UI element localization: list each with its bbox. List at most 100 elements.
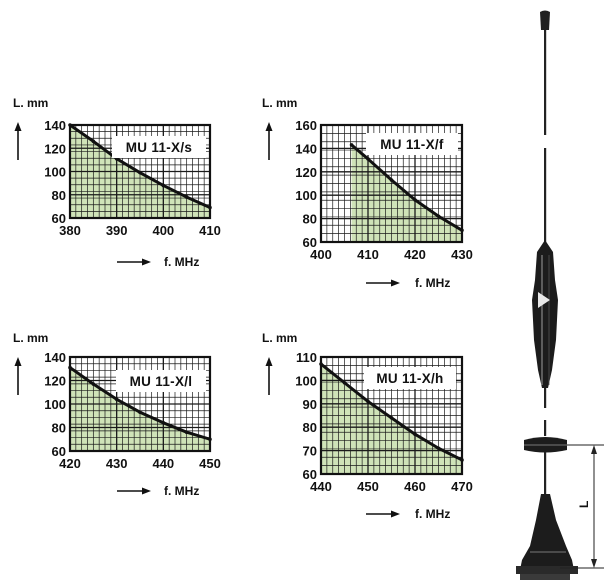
x-tick-label: 400: [152, 223, 174, 238]
data-point: [138, 410, 142, 415]
data-point: [342, 380, 347, 385]
data-point: [389, 416, 394, 420]
y-tick-label: 100: [44, 165, 66, 180]
data-point: [460, 228, 464, 233]
y-tick-label: 70: [303, 444, 317, 459]
y-tick-label: 60: [52, 211, 66, 226]
chart-mu11-xl: L. mm MU 11-X/l f. MHz 60 80 100 120 140 420 4…: [13, 331, 221, 498]
chart-title-box: [116, 370, 206, 392]
data-point: [68, 365, 72, 370]
y-axis-arrow-icon: [14, 122, 22, 160]
plot-frame: [68, 355, 212, 453]
y-axis-label: L. mm: [262, 96, 297, 110]
data-point: [138, 170, 142, 175]
x-axis-label: f. MHz: [415, 507, 450, 521]
x-axis-label: f. MHz: [415, 276, 450, 290]
x-axis-arrow-icon: [117, 487, 151, 495]
y-tick-label: 120: [44, 141, 66, 156]
y-axis-label: L. mm: [13, 331, 48, 345]
data-point: [349, 143, 354, 147]
data-point: [161, 421, 166, 425]
data-point: [68, 123, 72, 127]
data-point: [91, 382, 96, 386]
y-tick-label: 100: [295, 373, 317, 388]
plot-frame: [68, 123, 212, 220]
chart-mu11-xs: L. mm MU 11-X/s f. MHz 60 80 100 120 140 380 3…: [13, 96, 221, 269]
x-axis-arrow-icon: [366, 510, 400, 518]
chart-title: MU 11-X/l: [130, 374, 193, 389]
y-tick-label: 120: [44, 374, 66, 389]
x-tick-label: 390: [106, 223, 128, 238]
data-point: [366, 399, 370, 404]
whip-antenna-icon: L: [516, 10, 604, 580]
chart-mu11-xh: L. mm MU 11-X/h f. MHz 60 70 80 90 100 110 440…: [262, 331, 473, 521]
y-tick-label: 140: [44, 118, 66, 133]
y-tick-label: 90: [303, 397, 317, 412]
y-tick-label: 60: [303, 467, 317, 482]
series-line: [350, 143, 463, 232]
y-axis-arrow-icon: [14, 357, 22, 395]
x-tick-label: 460: [404, 479, 426, 494]
x-tick-label: 410: [357, 247, 379, 262]
charts-canvas: L. mm MU 11-X/s f. MHz 60 80 100 120 140 380 3…: [13, 96, 473, 521]
y-tick-label: 80: [52, 421, 66, 436]
x-tick-label: 430: [106, 456, 128, 471]
data-point: [208, 437, 212, 442]
chart-title: MU 11-X/f: [380, 137, 444, 152]
y-tick-label: 80: [303, 420, 317, 435]
y-tick-label: 140: [44, 350, 66, 365]
x-axis-arrow-icon: [117, 258, 151, 266]
x-tick-label: 420: [404, 247, 426, 262]
data-point: [460, 458, 464, 462]
data-point: [184, 195, 189, 199]
y-tick-label: 120: [295, 165, 317, 180]
plot-frame: [319, 123, 464, 244]
dimension-label: L: [577, 501, 591, 508]
data-point: [436, 446, 441, 451]
x-tick-label: 440: [152, 456, 174, 471]
data-point: [319, 362, 323, 366]
y-tick-label: 100: [295, 188, 317, 203]
y-axis-arrow-icon: [265, 122, 273, 160]
y-tick-label: 160: [295, 118, 317, 133]
y-axis-label: L. mm: [13, 96, 48, 110]
y-tick-label: 100: [44, 397, 66, 412]
x-axis-label: f. MHz: [164, 484, 199, 498]
x-axis-arrow-icon: [366, 279, 400, 287]
x-tick-label: 450: [357, 479, 379, 494]
data-point: [184, 430, 189, 435]
x-tick-label: 450: [199, 456, 221, 471]
data-point: [91, 139, 96, 144]
chart-title: MU 11-X/h: [376, 371, 443, 386]
data-point: [389, 178, 394, 182]
data-point: [413, 198, 417, 202]
x-tick-label: 470: [451, 479, 473, 494]
data-point: [366, 157, 370, 161]
plot-frame: [319, 355, 464, 476]
chart-mu11-xf: L. mm MU 11-X/f f. MHz 60 80 100 120 140 160 4…: [262, 96, 473, 290]
x-tick-label: 420: [59, 456, 81, 471]
y-tick-label: 60: [52, 444, 66, 459]
chart-title-box: [112, 136, 206, 158]
data-point: [208, 205, 212, 210]
plot-area: [319, 355, 464, 476]
y-tick-label: 110: [296, 350, 317, 365]
y-tick-label: 140: [295, 141, 317, 156]
x-tick-label: 380: [59, 223, 81, 238]
x-axis-label: f. MHz: [164, 255, 199, 269]
chart-title-box: [364, 367, 456, 389]
y-axis-arrow-icon: [265, 357, 273, 395]
data-point: [161, 183, 166, 188]
chart-title: MU 11-X/s: [126, 140, 192, 155]
x-tick-label: 410: [199, 223, 221, 238]
x-tick-label: 440: [310, 479, 332, 494]
x-tick-label: 400: [310, 247, 332, 262]
y-tick-label: 60: [303, 235, 317, 250]
y-tick-label: 80: [52, 188, 66, 203]
x-tick-label: 430: [451, 247, 473, 262]
data-point: [436, 214, 441, 219]
y-axis-label: L. mm: [262, 331, 297, 345]
data-point: [114, 397, 119, 402]
y-tick-label: 80: [303, 212, 317, 227]
chart-title-box: [366, 133, 458, 155]
